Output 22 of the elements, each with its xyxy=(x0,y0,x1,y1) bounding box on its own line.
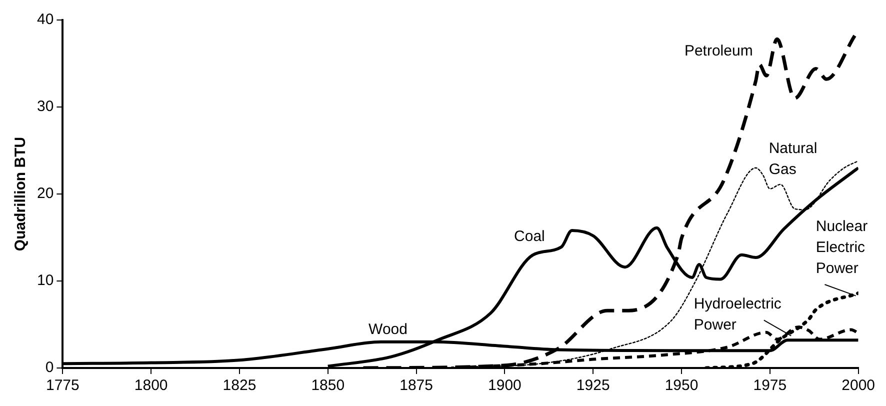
series-label: Wood xyxy=(368,320,408,338)
y-tick-label: 0 xyxy=(45,359,54,376)
x-tick-label: 1825 xyxy=(222,377,256,394)
x-tick-label: 1850 xyxy=(311,377,345,394)
y-tick-label: 10 xyxy=(36,272,54,290)
y-tick-label: 30 xyxy=(36,98,54,116)
series-label: Coal xyxy=(514,228,545,245)
y-axis-title: Quadrillion BTU xyxy=(12,136,30,252)
series-label: Petroleum xyxy=(684,42,753,60)
series-label: Hydroelectric Power xyxy=(694,296,782,334)
x-tick-label: 1875 xyxy=(400,377,433,394)
series-label: Nuclear Electric Power xyxy=(816,218,868,278)
x-tick-label: 1775 xyxy=(46,377,80,394)
y-tick-label: 20 xyxy=(36,185,54,202)
series-label: Natural Gas xyxy=(768,140,818,178)
x-tick-label: 1925 xyxy=(576,377,610,394)
x-tick-label: 1800 xyxy=(134,377,168,394)
x-tick-label: 1900 xyxy=(488,377,522,394)
y-tick-label: 40 xyxy=(36,11,54,28)
x-tick-label: 1975 xyxy=(753,377,787,394)
x-tick-label: 1950 xyxy=(664,377,698,394)
x-tick-label: 2000 xyxy=(842,377,876,394)
